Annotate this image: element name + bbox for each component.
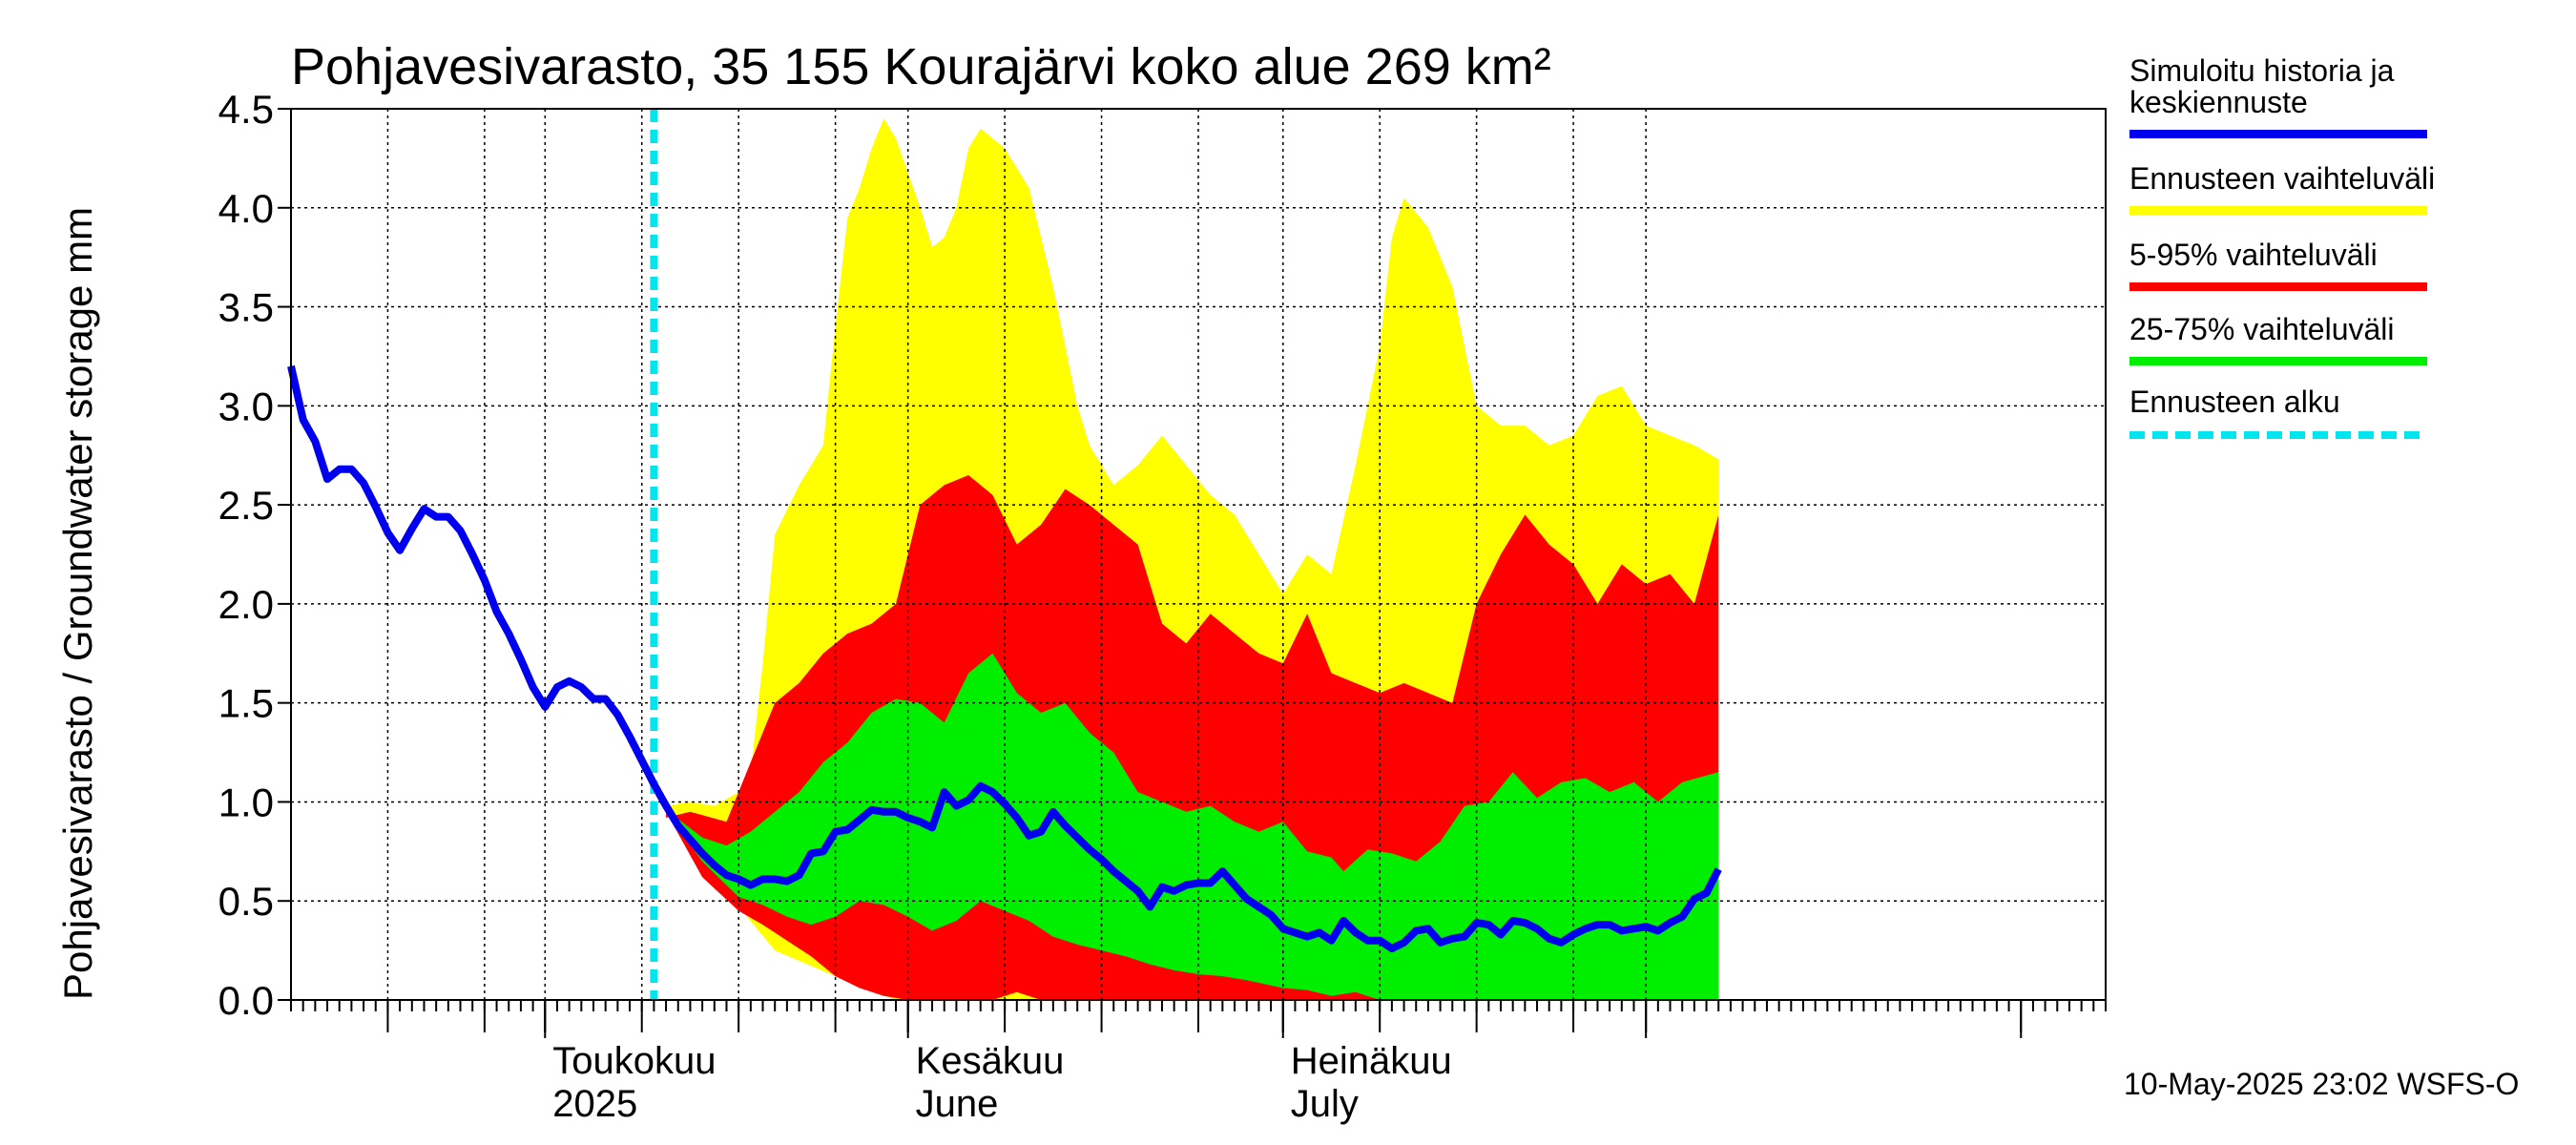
y-tick-label: 4.0 [218, 186, 274, 231]
x-month-sublabel: July [1291, 1083, 1359, 1125]
legend-label-forecast-start: Ennusteen alku [2129, 385, 2340, 419]
x-month-label: Heinäkuu [1291, 1040, 1452, 1082]
chart-title: Pohjavesivarasto, 35 155 Kourajärvi koko… [291, 38, 1551, 95]
legend-swatch-history [2129, 130, 2427, 138]
y-tick-label: 0.0 [218, 978, 274, 1023]
legend-label-25-75: 25-75% vaihteluväli [2129, 312, 2395, 346]
series-line-mean [287, 364, 1722, 952]
y-tick-label: 4.5 [218, 87, 274, 132]
y-tick-label: 0.5 [218, 879, 274, 924]
y-axis-label: Pohjavesivarasto / Groundwater storage m… [55, 207, 100, 1000]
legend-label-5-95: 5-95% vaihteluväli [2129, 238, 2378, 272]
plot-frame [290, 108, 2107, 1001]
y-tick-label: 3.0 [218, 384, 274, 428]
y-tick-label: 1.0 [218, 780, 274, 824]
plot-area: 0.0 0.5 1.0 1.5 2.0 2.5 3.0 3.5 4.0 4.5 Toukokuu20… [218, 87, 2107, 1125]
y-tick-label: 2.5 [218, 483, 274, 528]
band-25-75 [666, 653, 1719, 1000]
x-month-label: Toukokuu [552, 1040, 716, 1082]
x-month-sublabel: June [916, 1083, 999, 1125]
footer-timestamp: 10-May-2025 23:02 WSFS-O [2124, 1067, 2519, 1101]
x-month-label: Kesäkuu [916, 1040, 1065, 1082]
legend-label-history-line1: Simuloitu historia ja [2129, 53, 2395, 88]
x-month-sublabel: 2025 [552, 1083, 637, 1125]
legend-swatch-25-75 [2129, 357, 2427, 365]
legend-label-history-line2: keskiennuste [2129, 85, 2308, 119]
legend-swatch-range [2129, 206, 2427, 215]
legend-label-range: Ennusteen vaihteluväli [2129, 161, 2435, 196]
y-tick-label: 2.0 [218, 582, 274, 627]
y-tick-label: 1.5 [218, 681, 274, 726]
y-tick-label: 3.5 [218, 285, 274, 330]
legend: Simuloitu historia ja keskiennuste Ennus… [2129, 53, 2435, 439]
legend-swatch-5-95 [2129, 282, 2427, 291]
